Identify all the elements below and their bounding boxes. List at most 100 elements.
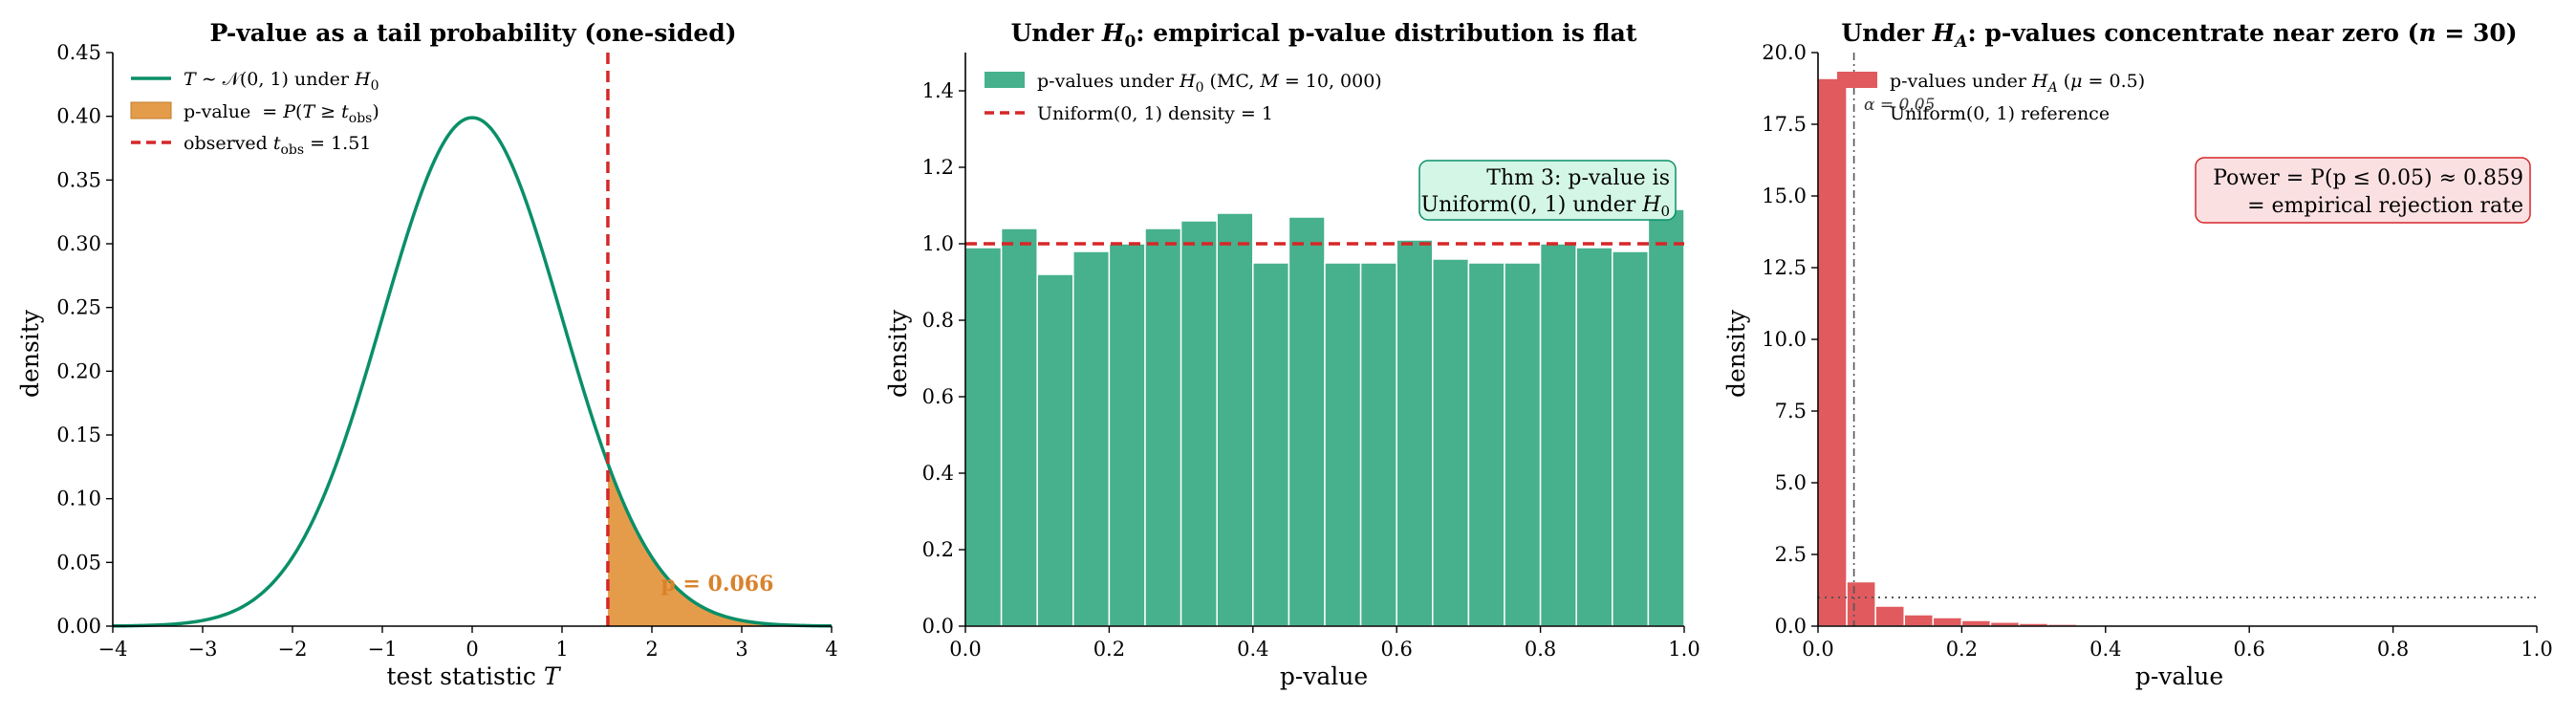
x-tick-label: 0.6	[2233, 638, 2264, 661]
y-tick-label: 10.0	[1762, 328, 1807, 351]
null-histogram	[965, 209, 1684, 626]
panel2-title: Under H0: empirical p-value distribution…	[1011, 19, 1637, 52]
x-tick-label: 4	[825, 638, 837, 661]
power-annotation-box: Power = P(p ≤ 0.05) ≈ 0.859 = empirical …	[2196, 158, 2530, 223]
panel2-y-ticks: 0.0 0.2 0.4 0.6 0.8 1.0 1.2 1.4	[922, 79, 965, 638]
y-tick-label: 1.4	[922, 79, 954, 102]
p-value-annotation: p = 0.066	[660, 572, 773, 597]
panel1-y-axis-label: density	[16, 309, 44, 398]
y-tick-label: 0.2	[922, 538, 954, 561]
alternative-histogram-bar	[1904, 615, 1933, 626]
y-tick-label: 17.5	[1762, 113, 1807, 136]
x-tick-label: 0.0	[1802, 638, 1833, 661]
y-tick-label: 1.0	[922, 232, 954, 255]
null-histogram-bar	[1253, 263, 1289, 626]
null-histogram-bar	[1002, 228, 1038, 626]
alternative-histogram-bar	[1847, 582, 1875, 627]
x-tick-label: 1.0	[1668, 638, 1699, 661]
y-tick-label: 0.4	[922, 462, 954, 485]
panel3-y-ticks: 0.0 2.5 5.0 7.5 10.0 12.5 15.0 17.5 20.0	[1762, 41, 1818, 638]
power-box-line1: Power = P(p ≤ 0.05) ≈ 0.859	[2213, 166, 2523, 190]
null-histogram-bar	[1613, 251, 1649, 626]
y-tick-label: 0.8	[922, 309, 954, 332]
null-histogram-bar	[1037, 274, 1073, 626]
legend-label-normal-curve: T ∼ 𝒩(0, 1) under H0	[184, 69, 379, 94]
panel2-x-ticks: 0.0 0.2 0.4 0.6 0.8 1.0	[949, 626, 1699, 661]
x-tick-label: 0.6	[1380, 638, 1412, 661]
normal-density-curve	[113, 118, 832, 626]
alternative-histogram-bar	[1961, 620, 1990, 626]
panel3-y-axis-label: density	[1722, 309, 1750, 398]
y-tick-label: 0.45	[56, 41, 101, 64]
x-tick-label: 0.0	[949, 638, 981, 661]
power-box-line2: = empirical rejection rate	[2247, 194, 2523, 218]
null-histogram-bar	[1145, 228, 1181, 626]
alternative-histogram-bar	[1933, 618, 1961, 626]
null-histogram-bar	[965, 248, 1002, 626]
y-tick-label: 0.05	[56, 551, 101, 574]
x-tick-label: 1	[555, 638, 568, 661]
theorem-box-line1: Thm 3: p-value is	[1486, 166, 1670, 190]
y-tick-label: 0.0	[1775, 615, 1807, 638]
y-tick-label: 12.5	[1762, 256, 1807, 279]
legend-label-alternative-histogram: p-values under HA(μ = 0.5)	[1890, 71, 2145, 96]
x-tick-label: −4	[98, 638, 128, 661]
y-tick-label: 15.0	[1762, 184, 1807, 207]
y-tick-label: 5.0	[1775, 471, 1807, 494]
x-tick-label: 0.2	[1093, 638, 1125, 661]
panel1-x-axis-label: test statistic T	[387, 662, 562, 690]
alternative-histogram-bar	[1818, 78, 1847, 626]
legend-label-uniform-reference: Uniform(0, 1) reference	[1890, 103, 2110, 124]
x-tick-label: 0.4	[1237, 638, 1268, 661]
y-tick-label: 0.10	[56, 488, 101, 510]
y-tick-label: 0.15	[56, 423, 101, 446]
null-histogram-bar	[1396, 240, 1433, 626]
legend-label-observed-line: observed tobs = 1.51	[184, 133, 371, 158]
null-histogram-bar	[1181, 221, 1218, 626]
theorem-annotation-box: Thm 3: p-value is Uniform(0, 1) under H0	[1419, 161, 1676, 220]
x-tick-label: 3	[735, 638, 747, 661]
x-tick-label: −2	[278, 638, 308, 661]
y-tick-label: 0.20	[56, 359, 101, 382]
panel3-title: Under HA: p-values concentrate near zero…	[1841, 19, 2517, 52]
panel2-x-axis-label: p-value	[1280, 662, 1368, 690]
y-tick-label: 20.0	[1762, 41, 1807, 64]
y-tick-label: 0.00	[56, 615, 101, 638]
x-tick-label: −1	[368, 638, 398, 661]
theorem-box-line2: Uniform(0, 1) under H0	[1421, 193, 1670, 220]
x-tick-label: 0.8	[1525, 638, 1556, 661]
panel-null-distribution: Under H0: empirical p-value distribution…	[884, 19, 1700, 690]
legend-label-null-histogram: p-values under H0(MC, M = 10, 000)	[1037, 71, 1382, 96]
legend-swatch-p-value-region	[131, 102, 171, 119]
x-tick-label: −3	[188, 638, 218, 661]
p-value-shaded-region	[608, 464, 832, 626]
null-histogram-bar	[1648, 209, 1684, 626]
panel2-y-axis-label: density	[884, 309, 912, 398]
x-tick-label: 0	[465, 638, 478, 661]
x-tick-label: 0.4	[2089, 638, 2121, 661]
y-tick-label: 0.30	[56, 232, 101, 255]
panel3-axes	[1818, 53, 2537, 626]
null-histogram-bar	[1073, 251, 1110, 626]
y-tick-label: 1.2	[922, 156, 954, 179]
panel-alternative-distribution: Under HA: p-values concentrate near zero…	[1722, 19, 2553, 690]
y-tick-label: 2.5	[1775, 543, 1807, 566]
null-histogram-bar	[1325, 263, 1361, 626]
y-tick-label: 0.25	[56, 296, 101, 319]
null-histogram-bar	[1217, 213, 1253, 626]
legend-label-uniform-line: Uniform(0, 1) density = 1	[1037, 103, 1273, 124]
y-tick-label: 0.0	[922, 615, 954, 638]
legend-label-p-value-region: p-value = P(T ≥ tobs)	[184, 101, 379, 126]
panel-tail-probability: P-value as a tail probability (one-sided…	[16, 19, 838, 690]
y-tick-label: 0.40	[56, 105, 101, 128]
null-histogram-bar	[1504, 263, 1541, 626]
x-tick-label: 1.0	[2521, 638, 2552, 661]
null-histogram-bar	[1541, 244, 1577, 626]
panel1-y-ticks: 0.000.050.100.150.200.250.300.350.400.45	[56, 41, 113, 638]
y-tick-label: 7.5	[1775, 400, 1807, 423]
y-tick-label: 0.6	[922, 385, 954, 408]
panel1-title: P-value as a tail probability (one-sided…	[209, 19, 736, 47]
